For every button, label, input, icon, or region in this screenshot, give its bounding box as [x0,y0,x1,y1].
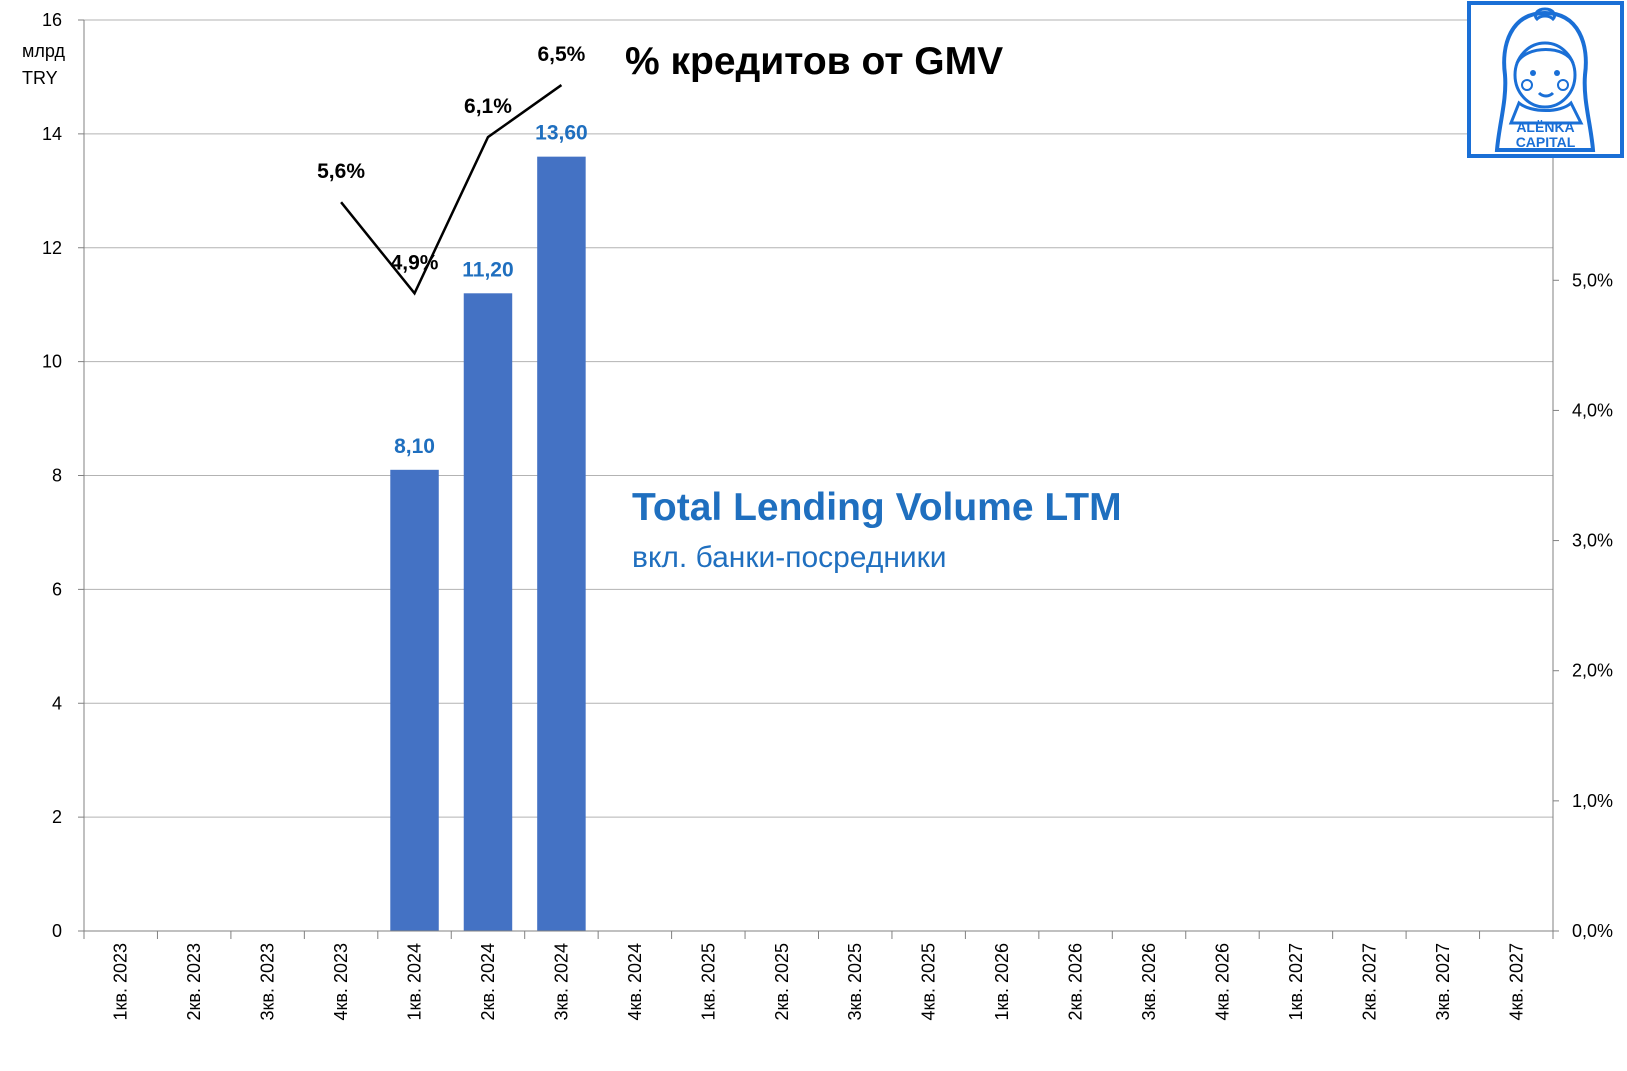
right-tick-label: 4,0% [1572,400,1613,420]
line-data-label: 6,1% [464,95,512,118]
left-axis-ticks: 0 2 4 6 8 10 12 14 16 [42,10,62,941]
category-label: 3кв. 2024 [551,943,571,1021]
category-label: 4кв. 2027 [1506,943,1526,1021]
logo-text-line-2: CAPITAL [1515,134,1576,150]
line-data-label: 4,9% [391,251,439,274]
right-tick-label: 2,0% [1572,661,1613,681]
left-tick-label: 0 [52,921,62,941]
category-label: 4кв. 2025 [919,943,939,1021]
category-label: 3кв. 2027 [1433,943,1453,1021]
category-label: 2кв. 2025 [772,943,792,1021]
bar-series-subtitle: вкл. банки-посредники [632,541,947,574]
bar-data-label: 8,10 [394,435,435,458]
unit-line-1: млрд [22,41,65,61]
line-series-title: % кредитов от GMV [625,40,1004,83]
logo-text-line-1: ALЁNKA [1516,119,1575,135]
bar [390,469,439,931]
bar [537,156,586,931]
category-label: 2кв. 2024 [478,943,498,1021]
matryoshka-icon [1494,7,1596,152]
alenka-capital-logo: ALЁNKA CAPITAL [1467,1,1624,158]
category-axis-labels: 1кв. 2023 2кв. 2023 3кв. 2023 4кв. 2023 1кв.… [111,943,1527,1021]
category-label: 3кв. 2025 [845,943,865,1021]
unit-line-2: TRY [22,68,58,88]
right-tick-label: 0,0% [1572,921,1613,941]
category-label: 1кв. 2024 [405,943,425,1021]
category-label: 1кв. 2027 [1286,943,1306,1021]
category-label: 3кв. 2026 [1139,943,1159,1021]
bar [463,293,513,931]
left-tick-label: 4 [52,693,62,713]
line-data-label: 6,5% [537,43,585,66]
bar-data-label: 13,60 [535,122,588,145]
logo-wordmark: ALЁNKA CAPITAL [1471,120,1620,150]
data-labels: 8,10 11,20 13,60 5,6% 4,9% 6,1% 6,5% [317,43,588,458]
category-label: 2кв. 2023 [184,943,204,1021]
bar-series [390,156,586,931]
category-label: 1кв. 2026 [992,943,1012,1021]
right-tick-label: 3,0% [1572,531,1613,551]
right-tick-label: 5,0% [1572,270,1613,290]
category-label: 4кв. 2024 [625,943,645,1021]
category-label: 2кв. 2026 [1066,943,1086,1021]
left-tick-label: 12 [42,238,62,258]
left-tick-label: 16 [42,10,62,30]
axes [78,19,1559,939]
line-path [340,84,563,296]
left-tick-label: 2 [52,807,62,827]
line-series [340,84,563,296]
right-axis-ticks: 0,0% 1,0% 2,0% 3,0% 4,0% 5,0% [1572,270,1613,941]
category-label: 2кв. 2027 [1359,943,1379,1021]
gridlines [84,19,1553,818]
bar-series-title: Total Lending Volume LTM [632,486,1122,529]
left-tick-label: 10 [42,352,62,372]
category-label: 4кв. 2026 [1212,943,1232,1021]
category-label: 1кв. 2023 [111,943,131,1021]
category-label: 4кв. 2023 [331,943,351,1021]
category-label: 1кв. 2025 [698,943,718,1021]
left-axis-unit-label: млрд TRY [22,38,65,92]
left-tick-label: 14 [42,124,62,144]
left-tick-label: 6 [52,579,62,599]
left-tick-label: 8 [52,466,62,486]
bar-data-label: 11,20 [462,258,513,281]
line-data-label: 5,6% [317,160,365,183]
right-tick-label: 1,0% [1572,791,1613,811]
category-label: 3кв. 2023 [258,943,278,1021]
